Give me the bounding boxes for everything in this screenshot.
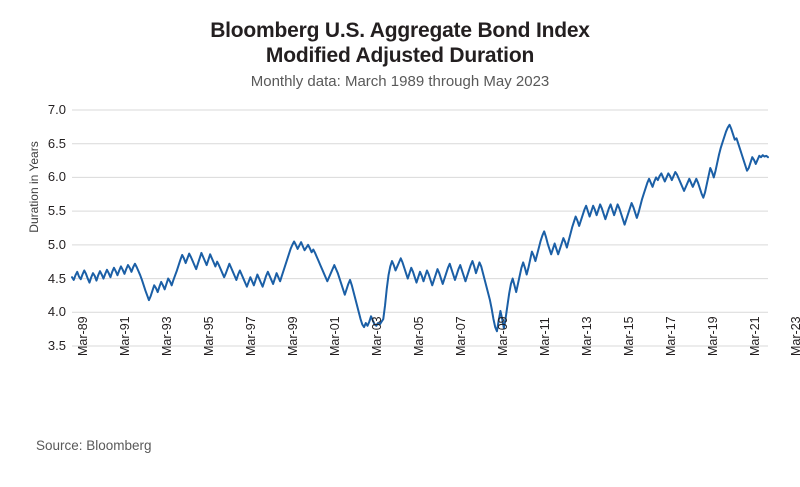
y-axis-tick-label: 6.0 [47,169,66,185]
chart-title: Bloomberg U.S. Aggregate Bond Index Modi… [0,18,800,68]
x-axis-tick-label: Mar-93 [159,316,174,356]
x-axis-tick-label: Mar-21 [747,316,762,356]
x-axis-tick-label: Mar-91 [117,316,132,356]
x-axis-tick-label: Mar-07 [453,316,468,356]
x-axis-tick-label: Mar-17 [663,316,678,356]
chart-subtitle: Monthly data: March 1989 through May 202… [250,73,550,90]
duration-line [71,123,769,333]
x-axis-tick-label: Mar-01 [327,316,342,356]
source-note: Source: Bloomberg [36,438,152,453]
y-axis-tick-label: 3.5 [47,338,66,353]
x-axis-tick-label: Mar-89 [76,316,90,356]
y-axis-tick-label: 6.5 [47,135,66,151]
x-axis-tick-label: Mar-95 [201,316,216,356]
gridlines [72,109,768,347]
y-axis-tick-label: 5.5 [47,203,66,219]
x-axis-tick-label: Mar-13 [579,316,594,356]
y-axis-tick-label: 7.0 [47,102,66,117]
chart-title-line-2: Modified Adjusted Duration [265,44,535,67]
y-axis-tick-label: 5.0 [47,236,66,252]
data-series-line [71,123,769,333]
x-axis-tick-label: Mar-99 [285,316,300,356]
x-axis-tick-label: Mar-05 [411,316,426,356]
x-axis-tick-label: Mar-19 [705,316,720,356]
x-axis-tick-label: Mar-15 [621,316,636,356]
y-axis-tick-label: 4.0 [47,304,66,320]
y-axis-ticks: 3.5 4.0 4.5 5.0 5.5 6.0 6.5 7.0 [20,0,66,487]
x-axis-tick-label: Mar-97 [243,316,258,356]
x-axis-tick-label: Mar-11 [537,317,552,356]
x-axis-tick-label: Mar-23 [789,316,800,356]
y-axis-tick-label: 4.5 [47,270,66,286]
chart-title-line-1: Bloomberg U.S. Aggregate Bond Index [210,19,590,42]
x-axis-tick-label: Mar-03 [369,316,384,356]
x-axis-tick-label: Mar-09 [495,316,510,356]
